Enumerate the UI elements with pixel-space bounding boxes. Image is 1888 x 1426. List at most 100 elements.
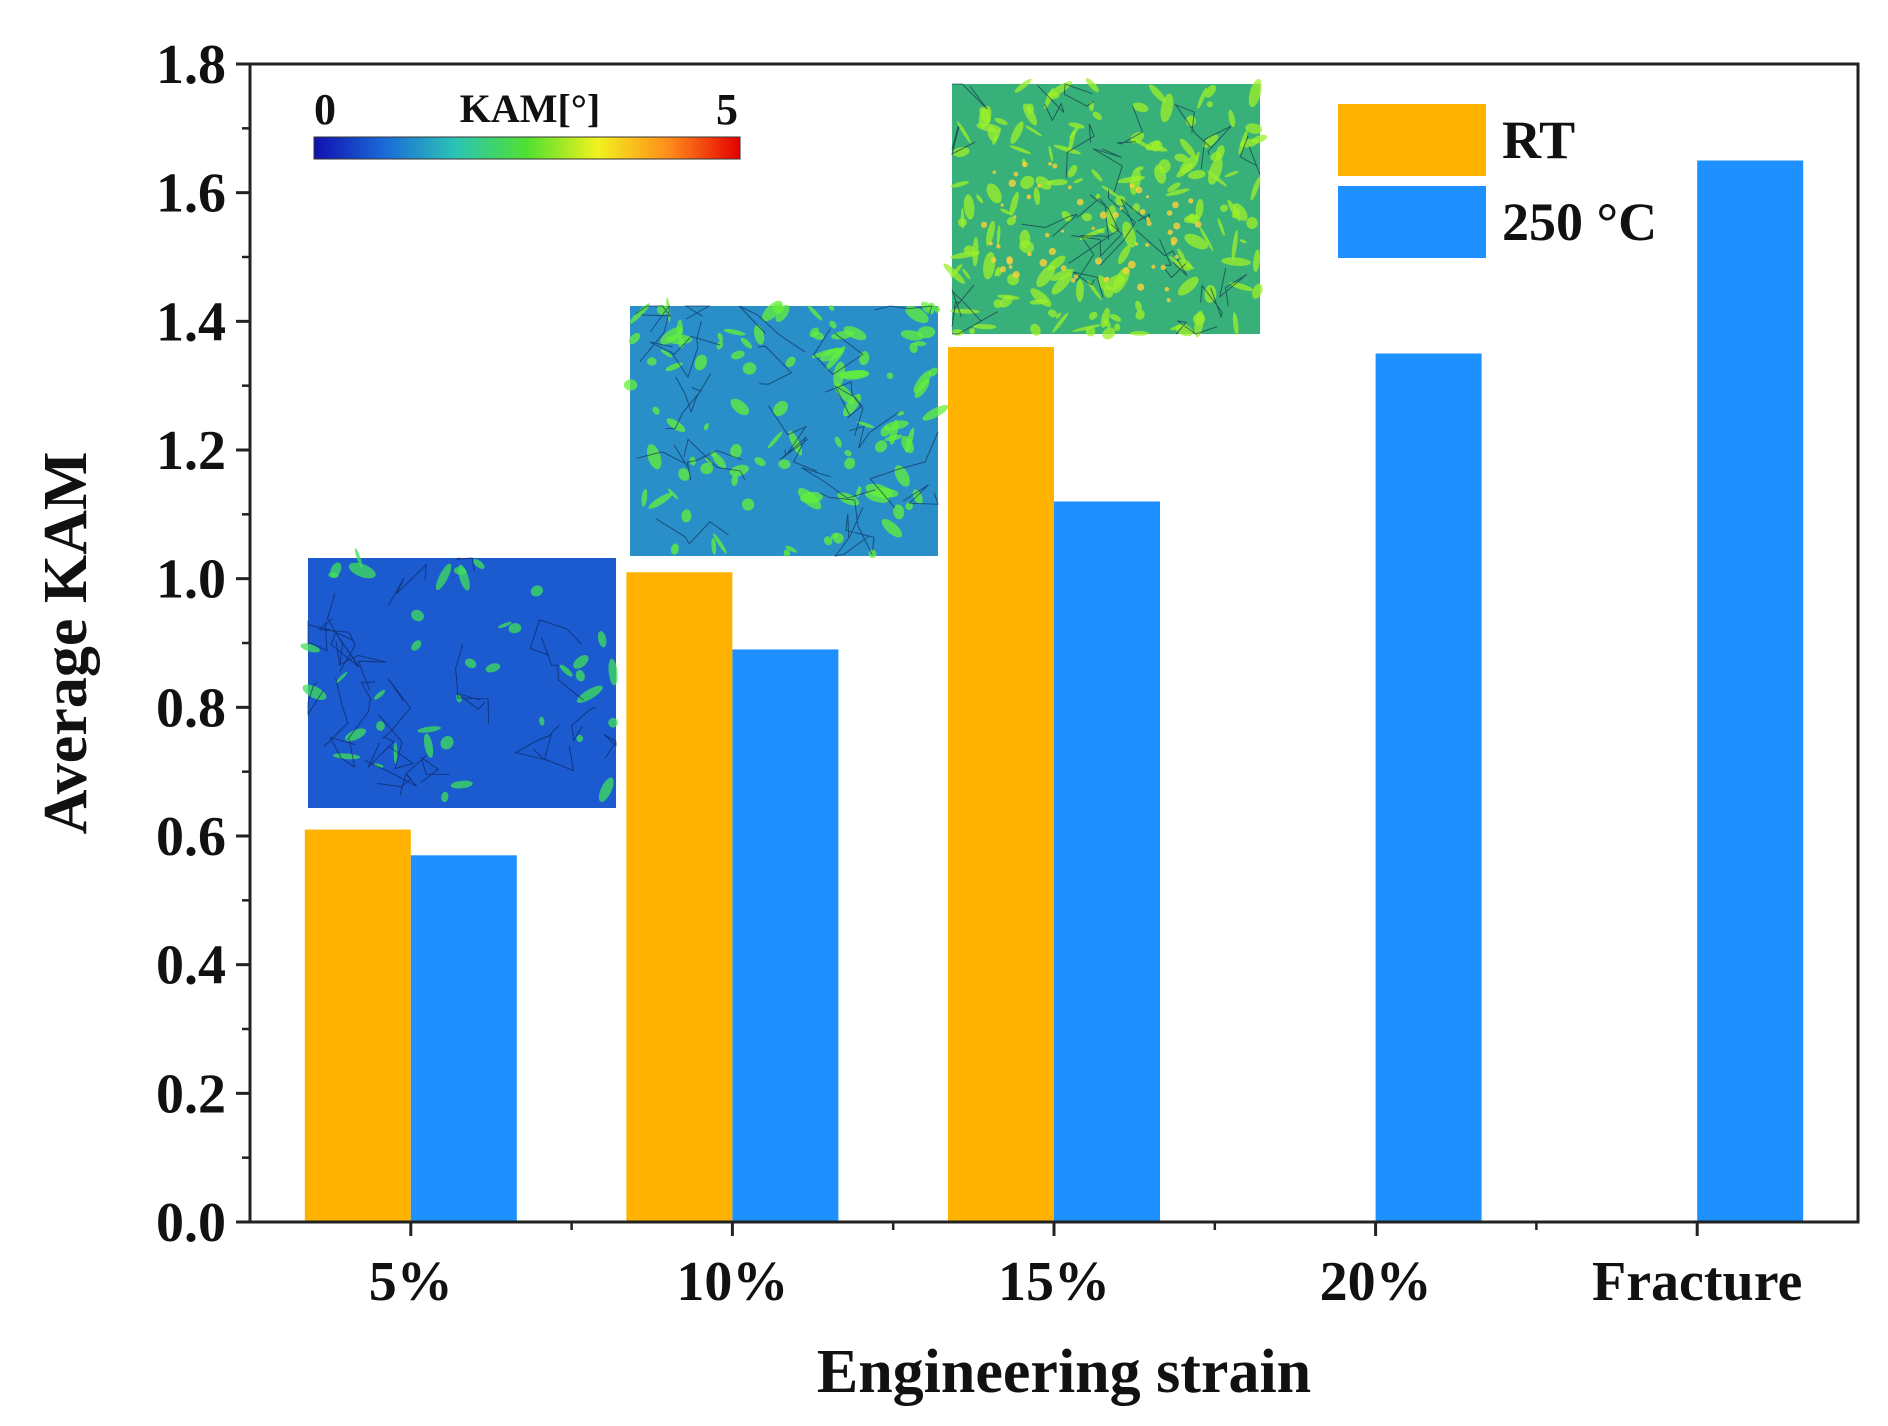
x-tick-label: 10% (676, 1251, 788, 1313)
inset-kam-spot (1091, 169, 1103, 182)
inset-high-kam-spot (1070, 278, 1076, 283)
inset-kam-spot (508, 623, 522, 634)
inset-kam-spot (1135, 300, 1142, 312)
inset-kam-spot (1085, 78, 1099, 93)
inset-kam-spot (1050, 268, 1074, 281)
inset-kam-spot (1232, 208, 1241, 219)
y-axis-ticks: 0.0 0.2 0.4 0.6 0.8 1.0 1.2 1.4 1.6 1.8 (156, 34, 250, 1254)
inset-kam-spot (1053, 144, 1082, 155)
bar-250c-3 (1375, 353, 1482, 1222)
inset-kam-spot (498, 621, 512, 629)
inset-kam-spot (856, 421, 875, 429)
inset-high-kam-spot (1145, 242, 1150, 247)
inset-kam-spot (1117, 245, 1131, 265)
inset-kam-spot (1081, 212, 1093, 222)
inset-kam-spot (598, 777, 614, 802)
inset-high-kam-spot (1173, 222, 1181, 230)
inset-kam-spot (1221, 257, 1251, 267)
inset-kam-spot (893, 504, 905, 520)
inset-kam-spot (952, 146, 970, 157)
inset-kam-spot (962, 268, 971, 280)
inset-high-kam-spot (1194, 221, 1202, 228)
inset-high-kam-spot (1060, 265, 1067, 272)
inset-high-kam-spot (1166, 210, 1173, 216)
inset-kam-spot (731, 474, 739, 486)
y-axis-title: Average KAM (32, 452, 100, 835)
inset-high-kam-spot (1095, 257, 1103, 265)
inset-kam-spot (905, 427, 915, 453)
inset-kam-spot (450, 780, 473, 789)
inset-kam-spot (1030, 323, 1041, 336)
inset-kam-spot (411, 609, 424, 622)
x-tick-label: 20% (1320, 1251, 1432, 1313)
y-tick-label: 0.4 (156, 935, 226, 997)
inset-kam-spot (874, 440, 888, 453)
inset-kam-spot (648, 492, 673, 509)
inset-kam-spot (694, 354, 708, 371)
inset-kam-spot (576, 685, 603, 703)
inset-kam-spot (666, 418, 686, 433)
inset-kam-spot (328, 572, 339, 579)
inset-kam-spot (772, 303, 785, 314)
kam-map-inset-1 (623, 297, 949, 559)
legend-label-rt: RT (1502, 110, 1575, 170)
inset-high-kam-spot (1000, 203, 1004, 207)
inset-kam-spot (1088, 311, 1098, 320)
inset-kam-spot (844, 457, 856, 470)
inset-high-kam-spot (1127, 260, 1136, 269)
inset-kam-spot (703, 423, 709, 431)
inset-kam-spot (1204, 84, 1217, 98)
inset-kam-spot (1010, 121, 1024, 144)
inset-kam-spot (1102, 327, 1116, 340)
inset-kam-spot (1167, 182, 1181, 192)
inset-kam-spot (1253, 249, 1261, 273)
inset-kam-spot (1177, 248, 1186, 262)
bar-250c-4 (1697, 160, 1804, 1222)
inset-kam-spot (1073, 178, 1083, 184)
inset-kam-spot (922, 404, 949, 421)
inset-kam-spot (559, 664, 573, 677)
inset-kam-spot (730, 398, 750, 416)
inset-kam-spot (1079, 227, 1106, 241)
inset-high-kam-spot (1006, 258, 1013, 265)
inset-high-kam-spot (1073, 274, 1079, 279)
inset-kam-spot (956, 121, 972, 144)
inset-kam-spot (1051, 273, 1073, 295)
inset-kam-spot (575, 669, 585, 682)
inset-kam-spot (1136, 166, 1144, 171)
colorbar-title: KAM[°] (460, 86, 600, 131)
inset-kam-spot (629, 303, 650, 324)
bar-250c-1 (732, 649, 839, 1222)
inset-kam-spot (1158, 159, 1171, 174)
inset-high-kam-spot (1172, 201, 1179, 209)
inset-high-kam-spot (1129, 183, 1135, 189)
bar-rt-1 (626, 572, 733, 1222)
inset-kam-spot (1047, 255, 1066, 271)
inset-kam-spot (423, 733, 434, 758)
inset-kam-spot (608, 717, 618, 728)
inset-kam-spot (1250, 176, 1261, 201)
inset-kam-spot (1000, 208, 1012, 215)
inset-kam-spot (302, 684, 327, 700)
inset-kam-spot (1130, 330, 1149, 336)
inset-kam-spot (1187, 170, 1206, 180)
inset-kam-spot (1036, 264, 1056, 288)
inset-kam-spot (1106, 205, 1117, 230)
bars (304, 160, 1804, 1223)
inset-high-kam-spot (980, 221, 988, 228)
inset-kam-spot (441, 791, 449, 803)
inset-kam-spot (1048, 145, 1054, 162)
inset-kam-spot (828, 304, 835, 311)
y-tick-label: 1.2 (156, 420, 226, 482)
inset-kam-spot (1105, 274, 1125, 291)
kam-map-insets (300, 78, 1268, 808)
inset-kam-spot (914, 378, 930, 399)
inset-high-kam-spot (992, 170, 997, 174)
inset-kam-spot (530, 585, 543, 597)
y-tick-label: 1.6 (156, 163, 226, 225)
inset-kam-spot (1135, 309, 1145, 320)
inset-kam-spot (641, 488, 648, 507)
inset-kam-spot (934, 306, 941, 313)
inset-kam-spot (1068, 130, 1076, 151)
inset-kam-spot (800, 491, 824, 504)
